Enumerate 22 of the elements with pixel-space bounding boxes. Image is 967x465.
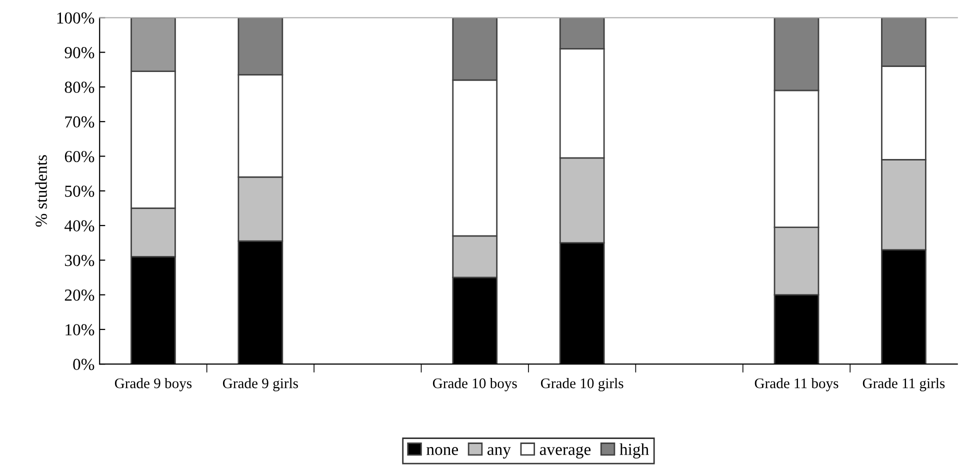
y-tick-label: 20%	[64, 290, 94, 301]
y-axis-title: % students	[35, 155, 47, 227]
y-tick-label: 0%	[73, 358, 94, 370]
y-tick-label: 80%	[64, 82, 94, 93]
x-tick-label: Grade 11 boys	[754, 378, 838, 392]
y-tick-label: 40%	[64, 220, 94, 232]
x-tick-label: Grade 10 girls	[540, 378, 624, 392]
x-tick-label: Grade 9 boys	[114, 378, 192, 392]
legend-label: none	[426, 447, 458, 456]
y-tick-label: 10%	[66, 324, 94, 336]
y-tick-label: 100%	[57, 12, 94, 24]
y-tick-label: 70%	[65, 116, 94, 128]
y-tick-label: 90%	[64, 47, 94, 58]
legend-label: any	[488, 447, 511, 459]
y-tick-label: 60%	[64, 150, 94, 162]
legend-label: high	[620, 443, 649, 459]
y-tick-label: 30%	[64, 254, 94, 266]
legend-label: average	[540, 446, 591, 459]
x-tick-label: Grade 11 girls	[862, 378, 945, 392]
x-tick-label: Grade 10 boys	[432, 378, 517, 392]
y-tick-label: 50%	[65, 186, 94, 197]
x-tick-label: Grade 9 girls	[222, 378, 298, 392]
